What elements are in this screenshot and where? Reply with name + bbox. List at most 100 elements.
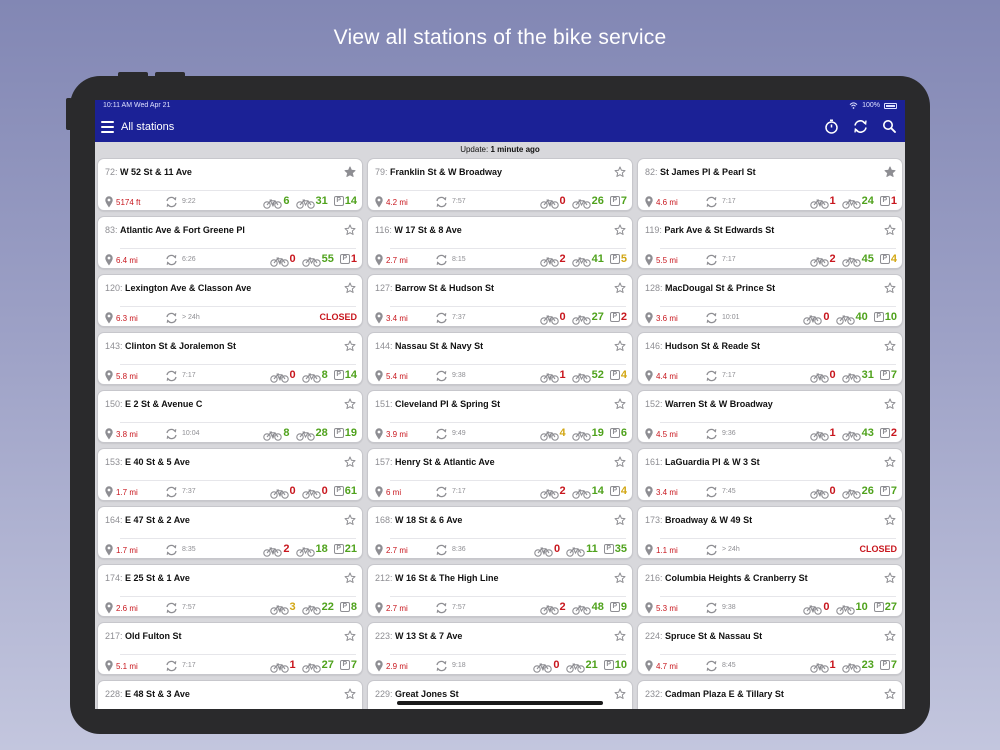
- star-icon[interactable]: [614, 165, 626, 177]
- station-card[interactable]: 223: W 13 St & 7 Ave 2.9 mi 9:18 0 21 P …: [367, 622, 633, 675]
- station-card[interactable]: 153: E 40 St & 5 Ave 1.7 mi 7:37 0 0 P 6…: [97, 448, 363, 501]
- star-icon[interactable]: [344, 281, 356, 293]
- station-card[interactable]: 146: Hudson St & Reade St 4.4 mi 7:17 0 …: [637, 332, 903, 385]
- status-bar: 10:11 AM Wed Apr 21 100%: [95, 100, 905, 112]
- star-icon[interactable]: [344, 397, 356, 409]
- station-card[interactable]: 120: Lexington Ave & Classon Ave 6.3 mi …: [97, 274, 363, 327]
- station-name: Hudson St & Reade St: [665, 341, 761, 351]
- station-distance: 4.7 mi: [656, 662, 678, 671]
- star-icon[interactable]: [884, 397, 896, 409]
- refresh-icon[interactable]: [852, 118, 869, 135]
- station-card[interactable]: 217: Old Fulton St 5.1 mi 7:17 1 27 P 7: [97, 622, 363, 675]
- station-card[interactable]: 144: Nassau St & Navy St 5.4 mi 9:38 1 5…: [367, 332, 633, 385]
- dock-count: 21: [344, 543, 357, 555]
- search-icon[interactable]: [881, 118, 898, 135]
- dock-count: 4: [890, 253, 897, 265]
- star-icon[interactable]: [344, 165, 356, 177]
- station-card[interactable]: 232: Cadman Plaza E & Tillary St: [637, 680, 903, 709]
- star-icon[interactable]: [884, 455, 896, 467]
- station-number: 174:: [105, 573, 123, 583]
- star-icon[interactable]: [614, 571, 626, 583]
- star-icon[interactable]: [884, 629, 896, 641]
- station-card[interactable]: 174: E 25 St & 1 Ave 2.6 mi 7:57 3 22 P …: [97, 564, 363, 617]
- station-title: 161: LaGuardia Pl & W 3 St: [645, 457, 760, 467]
- map-pin-icon: [645, 485, 653, 498]
- app-screen: 10:11 AM Wed Apr 21 100% All stations Up…: [95, 100, 905, 709]
- star-icon[interactable]: [884, 339, 896, 351]
- home-indicator[interactable]: [397, 701, 603, 705]
- star-icon[interactable]: [344, 629, 356, 641]
- star-icon[interactable]: [614, 513, 626, 525]
- timer-icon[interactable]: [823, 118, 840, 135]
- star-icon[interactable]: [884, 513, 896, 525]
- station-card[interactable]: 228: E 48 St & 3 Ave: [97, 680, 363, 709]
- star-icon[interactable]: [344, 513, 356, 525]
- ebike-icon: [263, 428, 283, 441]
- station-card[interactable]: 72: W 52 St & 11 Ave 5174 ft 9:22 6 31 P…: [97, 158, 363, 211]
- star-icon[interactable]: [614, 339, 626, 351]
- station-updated: 7:17: [182, 662, 196, 669]
- star-icon[interactable]: [344, 339, 356, 351]
- station-number: 119:: [645, 225, 662, 235]
- station-card[interactable]: 152: Warren St & W Broadway 4.5 mi 9:36 …: [637, 390, 903, 443]
- star-icon[interactable]: [884, 223, 896, 235]
- map-pin-icon: [105, 195, 113, 208]
- station-card[interactable]: 119: Park Ave & St Edwards St 5.5 mi 7:1…: [637, 216, 903, 269]
- star-icon[interactable]: [614, 397, 626, 409]
- map-pin-icon: [645, 195, 653, 208]
- station-title: 116: W 17 St & 8 Ave: [375, 225, 462, 235]
- map-pin-icon: [105, 485, 113, 498]
- ebike-icon: [539, 196, 559, 209]
- station-card[interactable]: 151: Cleveland Pl & Spring St 3.9 mi 9:4…: [367, 390, 633, 443]
- bike-icon: [571, 602, 591, 615]
- station-card[interactable]: 164: E 47 St & 2 Ave 1.7 mi 8:35 2 18 P …: [97, 506, 363, 559]
- star-icon[interactable]: [344, 687, 356, 699]
- station-updated: 9:49: [452, 430, 466, 437]
- station-card[interactable]: 173: Broadway & W 49 St 1.1 mi > 24h CLOS…: [637, 506, 903, 559]
- station-card[interactable]: 150: E 2 St & Avenue C 3.8 mi 10:04 8 28…: [97, 390, 363, 443]
- star-icon[interactable]: [344, 571, 356, 583]
- parking-icon: P: [333, 370, 344, 380]
- map-pin-icon: [645, 543, 653, 556]
- station-updated: 7:45: [722, 488, 736, 495]
- star-icon[interactable]: [614, 687, 626, 699]
- map-pin-icon: [375, 369, 383, 382]
- dock-count: 4: [620, 369, 627, 381]
- card-divider: [660, 248, 896, 249]
- star-icon[interactable]: [614, 281, 626, 293]
- star-icon[interactable]: [884, 281, 896, 293]
- station-name: W 17 St & 8 Ave: [394, 225, 462, 235]
- station-card[interactable]: 128: MacDougal St & Prince St 3.6 mi 10:…: [637, 274, 903, 327]
- station-card[interactable]: 79: Franklin St & W Broadway 4.2 mi 7:57…: [367, 158, 633, 211]
- station-card[interactable]: 83: Atlantic Ave & Fort Greene Pl 6.4 mi…: [97, 216, 363, 269]
- bike-icon: [841, 486, 861, 499]
- star-icon[interactable]: [344, 455, 356, 467]
- station-name: Broadway & W 49 St: [665, 515, 753, 525]
- card-divider: [390, 654, 626, 655]
- station-card[interactable]: 216: Columbia Heights & Cranberry St 5.3…: [637, 564, 903, 617]
- map-pin-icon: [105, 253, 113, 266]
- station-card[interactable]: 212: W 16 St & The High Line 2.7 mi 7:57…: [367, 564, 633, 617]
- star-icon[interactable]: [884, 687, 896, 699]
- station-card[interactable]: 224: Spruce St & Nassau St 4.7 mi 8:45 1…: [637, 622, 903, 675]
- station-updated: 7:37: [452, 314, 466, 321]
- star-icon[interactable]: [884, 571, 896, 583]
- star-icon[interactable]: [344, 223, 356, 235]
- star-icon[interactable]: [884, 165, 896, 177]
- wifi-icon: [849, 102, 858, 109]
- station-card[interactable]: 82: St James Pl & Pearl St 4.6 mi 7:17 1…: [637, 158, 903, 211]
- station-card[interactable]: 116: W 17 St & 8 Ave 2.7 mi 8:15 2 41 P …: [367, 216, 633, 269]
- menu-icon[interactable]: [101, 121, 114, 133]
- station-card[interactable]: 157: Henry St & Atlantic Ave 6 mi 7:17 2…: [367, 448, 633, 501]
- page-title: All stations: [121, 121, 175, 133]
- station-card[interactable]: 168: W 18 St & 6 Ave 2.7 mi 8:36 0 11 P …: [367, 506, 633, 559]
- station-card[interactable]: 127: Barrow St & Hudson St 3.4 mi 7:37 0…: [367, 274, 633, 327]
- station-card[interactable]: 161: LaGuardia Pl & W 3 St 3.4 mi 7:45 0…: [637, 448, 903, 501]
- bike-icon: [841, 196, 861, 209]
- star-icon[interactable]: [614, 629, 626, 641]
- refresh-icon: [165, 427, 178, 440]
- star-icon[interactable]: [614, 455, 626, 467]
- star-icon[interactable]: [614, 223, 626, 235]
- station-card[interactable]: 143: Clinton St & Joralemon St 5.8 mi 7:…: [97, 332, 363, 385]
- station-name: E 40 St & 5 Ave: [125, 457, 190, 467]
